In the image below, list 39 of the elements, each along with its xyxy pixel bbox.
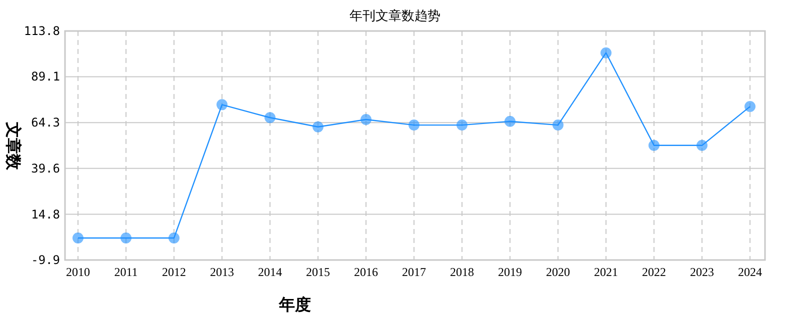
x-tick-label: 2015 <box>306 265 330 279</box>
x-tick-label: 2012 <box>162 265 186 279</box>
x-axis-title: 年度 <box>278 295 311 314</box>
chart-title: 年刊文章数趋势 <box>350 8 440 23</box>
point <box>72 232 84 244</box>
point <box>312 121 324 132</box>
x-tick-label: 2016 <box>354 265 378 279</box>
x-tick-label: 2023 <box>690 265 714 279</box>
point <box>408 120 420 131</box>
point <box>696 140 708 151</box>
x-tick-label: 2019 <box>498 265 522 279</box>
x-tick-label: 2018 <box>450 265 474 279</box>
y-tick-label: 89.1 <box>31 70 60 84</box>
point <box>264 112 276 124</box>
point <box>360 114 372 125</box>
y-axis-title: 文章数 <box>4 121 22 171</box>
x-tick-label: 2013 <box>210 265 234 279</box>
y-tick-label: 39.6 <box>31 161 60 176</box>
x-tick-label: 2014 <box>258 265 282 279</box>
point <box>168 232 180 244</box>
x-tick-label: 2011 <box>114 265 138 279</box>
y-tick-label: 64.3 <box>31 116 60 130</box>
point <box>600 47 612 58</box>
x-tick-label: 2020 <box>546 265 570 279</box>
x-tick-label: 2010 <box>66 265 90 279</box>
x-tick-label: 2017 <box>402 265 426 279</box>
point <box>744 101 756 112</box>
x-tick-label: 2022 <box>642 265 666 279</box>
y-tick-label: -9.9 <box>31 253 60 267</box>
x-tick-label: 2024 <box>738 265 762 279</box>
point <box>648 140 660 151</box>
point <box>504 116 516 127</box>
point <box>216 99 228 110</box>
y-tick-label: 14.8 <box>31 207 60 222</box>
y-tick-label: 113.8 <box>24 24 60 38</box>
x-tick-label: 2021 <box>594 265 618 279</box>
point <box>456 120 468 131</box>
point <box>552 120 564 131</box>
point <box>120 232 132 244</box>
